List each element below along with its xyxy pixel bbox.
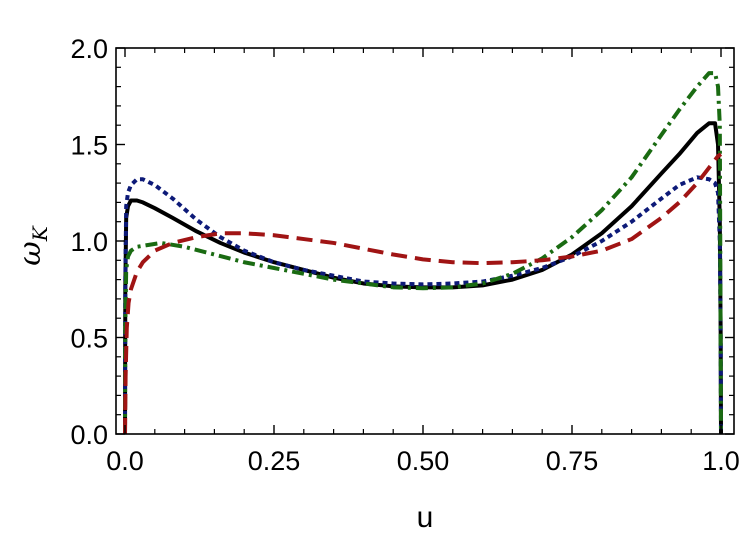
y-tick-label: 0.5 (70, 324, 108, 354)
x-tick-label: 0.75 (546, 446, 599, 476)
series-line-3 (123, 71, 723, 434)
series-layer (123, 71, 723, 434)
plot-frame (115, 47, 735, 435)
y-tick-label: 0.0 (70, 420, 108, 450)
series-line-2 (123, 175, 723, 434)
y-axis-title-group: ωK (13, 225, 52, 265)
y-tick-label: 1.0 (70, 227, 108, 257)
y-tick-label: 1.5 (70, 131, 108, 161)
series-line-1 (123, 121, 723, 434)
y-axis-title: ω (13, 241, 48, 265)
series-line-4 (123, 152, 723, 434)
ticks-layer (116, 47, 734, 435)
y-axis-title-subscript: K (28, 225, 52, 242)
x-axis-title: u (417, 501, 434, 534)
svg-text:ωK: ωK (13, 225, 52, 265)
y-tick-label: 2.0 (70, 34, 108, 64)
tick-labels-layer: 0.0 0.25 0.50 0.75 1.0 0.0 0.5 1.0 1.5 2.0 (70, 34, 739, 476)
x-tick-label: 0.0 (106, 446, 144, 476)
x-tick-label: 1.0 (702, 446, 740, 476)
x-tick-label: 0.50 (397, 446, 450, 476)
x-tick-label: 0.25 (248, 446, 301, 476)
